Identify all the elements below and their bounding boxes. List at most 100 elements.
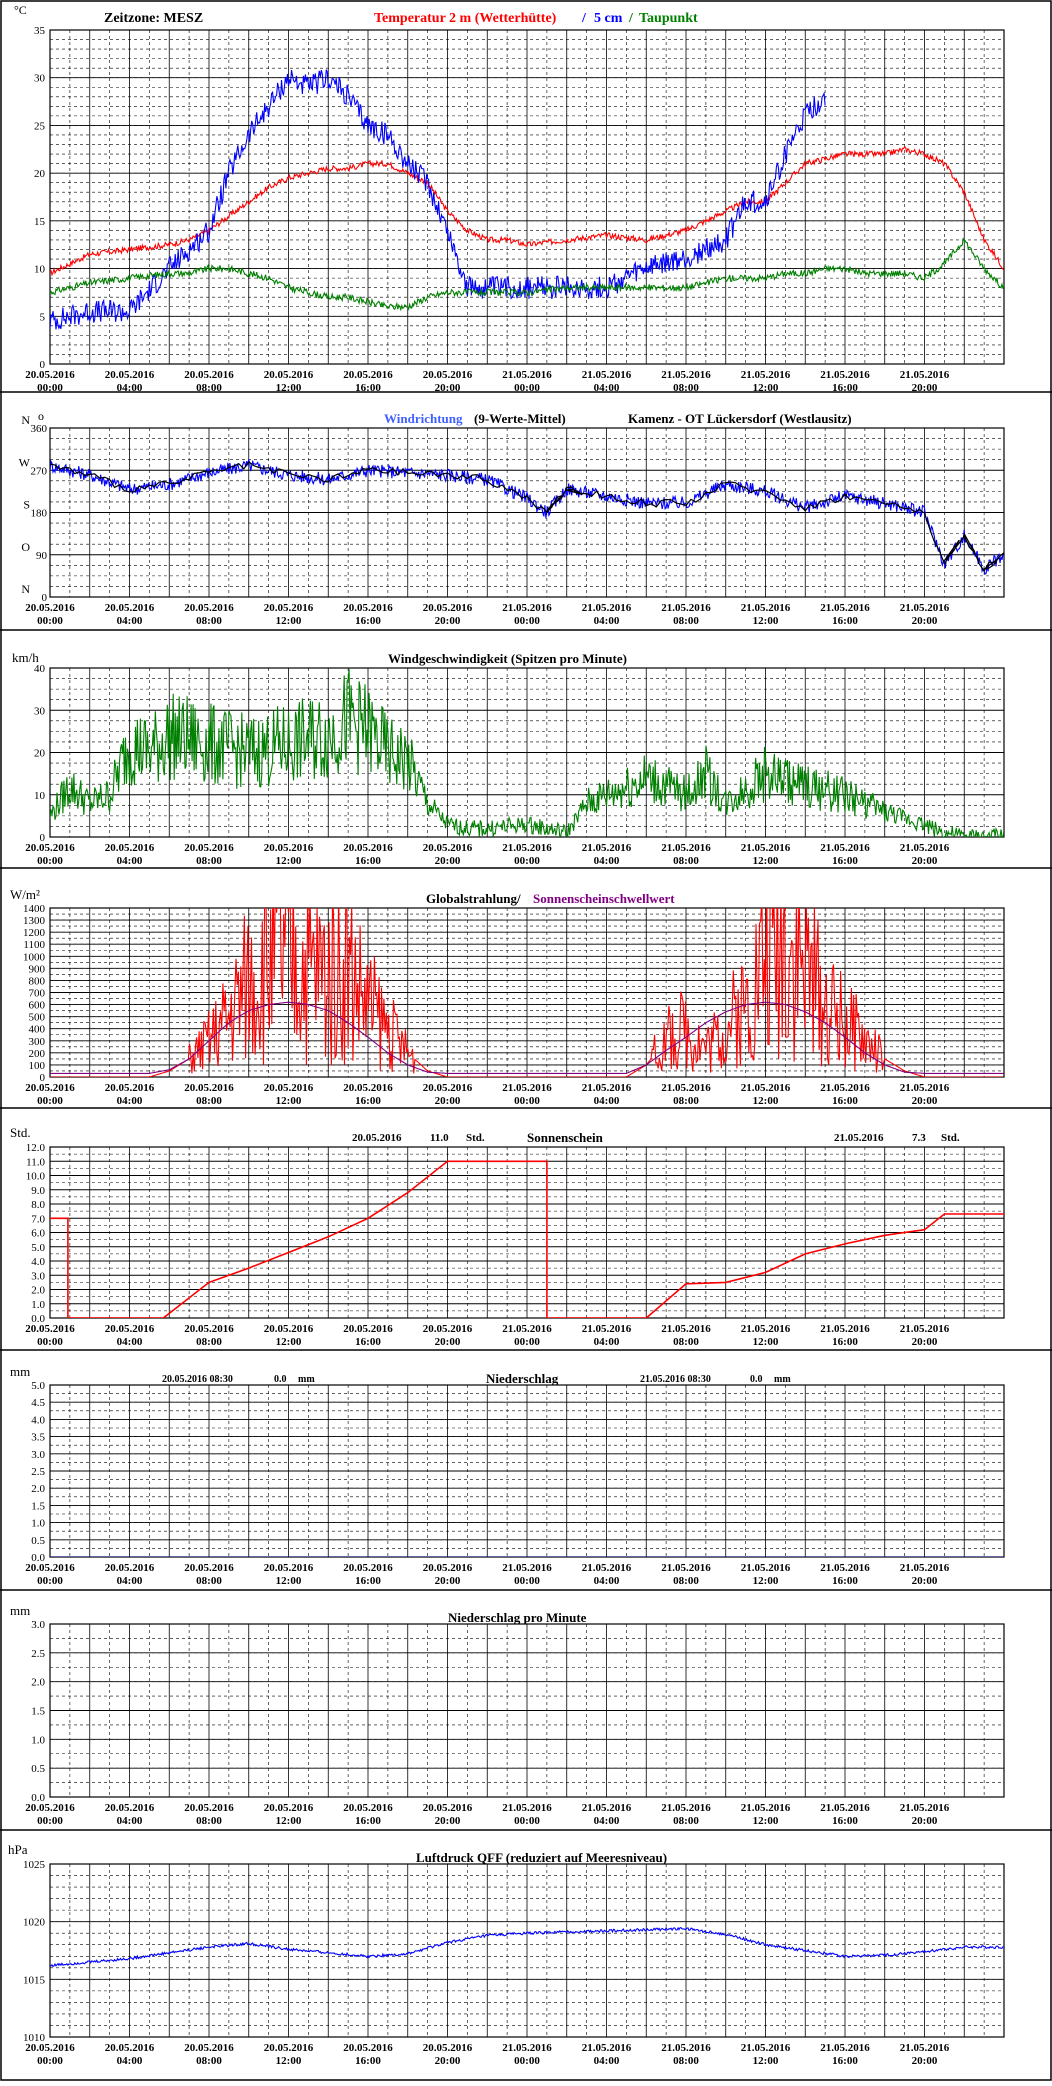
winddir-degree-label: 180 bbox=[31, 508, 48, 520]
pressure-xtick-date: 21.05.2016 bbox=[661, 2042, 711, 2054]
temp-xtick-date: 21.05.2016 bbox=[741, 369, 791, 381]
sunshine-xtick-date: 20.05.2016 bbox=[343, 1323, 393, 1335]
radiation-xtick-date: 20.05.2016 bbox=[343, 1082, 393, 1094]
rainmin-xtick-time: 12:00 bbox=[276, 1815, 302, 1827]
radiation-title-a: Globalstrahlung/ bbox=[426, 891, 521, 906]
pressure-ytick-label: 1010 bbox=[23, 2032, 46, 2044]
wind-xtick-time: 04:00 bbox=[594, 855, 620, 867]
radiation-ytick-label: 1100 bbox=[23, 939, 45, 951]
rainmin-xtick-date: 21.05.2016 bbox=[820, 1802, 870, 1814]
winddir-xtick-date: 20.05.2016 bbox=[423, 602, 473, 614]
rain-xtick-time: 04:00 bbox=[594, 1575, 620, 1587]
rainmin-frame bbox=[49, 1623, 1005, 1798]
temp-unit-label: °C bbox=[14, 3, 27, 17]
pressure-xtick-date: 21.05.2016 bbox=[741, 2042, 791, 2054]
pressure-xtick-date: 20.05.2016 bbox=[184, 2042, 234, 2054]
pressure-xtick-date: 21.05.2016 bbox=[502, 2042, 552, 2054]
rain-panel: 0.0 0.5 1.0 1.5 2.0 2.5 3.0 3.5 4.0 4.5 5.0 20.05.2… bbox=[0, 1380, 1052, 1591]
pressure-xtick-time: 12:00 bbox=[753, 2055, 779, 2067]
rain-ytick-label: 2.5 bbox=[31, 1466, 45, 1478]
radiation-xtick-time: 20:00 bbox=[912, 1095, 938, 1107]
rain-date2: 21.05.2016 08:30 bbox=[640, 1374, 711, 1385]
radiation-ytick-label: 400 bbox=[29, 1024, 46, 1036]
winddir-xtick-time: 12:00 bbox=[753, 615, 779, 627]
pressure-panel: 101010151020102520.05.201600:0020.05.201… bbox=[23, 1859, 1005, 2067]
winddir-xtick-date: 20.05.2016 bbox=[105, 602, 155, 614]
winddir-xtick-time: 20:00 bbox=[435, 615, 461, 627]
winddir-series-0 bbox=[50, 457, 1004, 575]
winddir-degree-label: 0 bbox=[42, 592, 48, 604]
temp-xtick-date: 20.05.2016 bbox=[25, 369, 75, 381]
radiation-xtick-date: 21.05.2016 bbox=[582, 1082, 632, 1094]
rainmin-xtick-time: 08:00 bbox=[673, 1815, 699, 1827]
pressure-xtick-date: 20.05.2016 bbox=[423, 2042, 473, 2054]
temp-xtick-date: 21.05.2016 bbox=[502, 369, 552, 381]
rainmin-ytick-label: 3.0 bbox=[31, 1619, 45, 1631]
pressure-xtick-time: 12:00 bbox=[276, 2055, 302, 2067]
sunshine-series-group bbox=[50, 1160, 1004, 1318]
radiation-xtick-time: 20:00 bbox=[435, 1095, 461, 1107]
wind-xtick-date: 20.05.2016 bbox=[264, 842, 314, 854]
temp-ytick-label: 15 bbox=[34, 216, 46, 228]
sunshine-xtick-time: 16:00 bbox=[832, 1336, 858, 1348]
pressure-xtick-date: 20.05.2016 bbox=[343, 2042, 393, 2054]
pressure-ytick-label: 1025 bbox=[23, 1859, 46, 1871]
rainmin-xtick-time: 16:00 bbox=[832, 1815, 858, 1827]
rainmin-xtick-time: 20:00 bbox=[435, 1815, 461, 1827]
sunshine-xtick-date: 21.05.2016 bbox=[582, 1323, 632, 1335]
radiation-series-group bbox=[50, 908, 1004, 1077]
temp-xtick-time: 16:00 bbox=[832, 382, 858, 394]
pressure-series-0 bbox=[50, 1926, 1004, 1968]
rain-ytick-label: 3.5 bbox=[31, 1432, 45, 1444]
temp-xtick-date: 20.05.2016 bbox=[264, 369, 314, 381]
rain-xtick-time: 00:00 bbox=[37, 1575, 63, 1587]
rainmin-xtick-time: 20:00 bbox=[912, 1815, 938, 1827]
wind-xtick-time: 00:00 bbox=[514, 855, 540, 867]
winddir-degree-label: 90 bbox=[36, 550, 48, 562]
sunshine-ytick-label: 6.0 bbox=[31, 1228, 45, 1240]
rain-xtick-date: 21.05.2016 bbox=[820, 1562, 870, 1574]
rain-xtick-time: 16:00 bbox=[832, 1575, 858, 1587]
winddir-compass-label: W bbox=[19, 455, 31, 469]
radiation-ytick-label: 100 bbox=[29, 1060, 46, 1072]
winddir-xtick-date: 21.05.2016 bbox=[582, 602, 632, 614]
rainmin-xtick-time: 00:00 bbox=[37, 1815, 63, 1827]
temp-xtick-date: 20.05.2016 bbox=[343, 369, 393, 381]
rainmin-xtick-date: 20.05.2016 bbox=[25, 1802, 75, 1814]
wind-xtick-date: 21.05.2016 bbox=[661, 842, 711, 854]
radiation-xtick-time: 12:00 bbox=[753, 1095, 779, 1107]
sunshine-frame bbox=[49, 1146, 1005, 1319]
rain-xtick-date: 21.05.2016 bbox=[582, 1562, 632, 1574]
winddir-xtick-date: 20.05.2016 bbox=[184, 602, 234, 614]
rainmin-xtick-date: 20.05.2016 bbox=[184, 1802, 234, 1814]
wind-frame bbox=[49, 667, 1005, 838]
wind-panel: 01020304020.05.201600:0020.05.201604:002… bbox=[0, 663, 1052, 869]
rainmin-xtick-time: 04:00 bbox=[594, 1815, 620, 1827]
temp-xtick-time: 20:00 bbox=[435, 382, 461, 394]
rain-xtick-date: 20.05.2016 bbox=[105, 1562, 155, 1574]
radiation-series-0 bbox=[50, 908, 1003, 1077]
temp-series-group bbox=[50, 69, 1004, 330]
rain-title: Niederschlag bbox=[486, 1371, 559, 1386]
wind-xtick-time: 08:00 bbox=[196, 855, 222, 867]
rain-xtick-time: 12:00 bbox=[753, 1575, 779, 1587]
winddir-series-group bbox=[50, 457, 1004, 575]
rainmin-xtick-time: 00:00 bbox=[514, 1815, 540, 1827]
pressure-xtick-date: 20.05.2016 bbox=[25, 2042, 75, 2054]
wind-xtick-date: 21.05.2016 bbox=[820, 842, 870, 854]
temp-ytick-label: 0 bbox=[40, 359, 46, 371]
sunshine-ytick-label: 4.0 bbox=[31, 1256, 45, 1268]
rain-xtick-time: 20:00 bbox=[912, 1575, 938, 1587]
rainmin-ytick-label: 2.5 bbox=[31, 1648, 45, 1660]
temp-frame bbox=[49, 29, 1005, 365]
pressure-xtick-date: 21.05.2016 bbox=[820, 2042, 870, 2054]
temp-title-5cm: 5 cm bbox=[594, 11, 623, 26]
radiation-ytick-label: 1000 bbox=[23, 951, 46, 963]
sunshine-ytick-label: 2.0 bbox=[31, 1285, 45, 1297]
pressure-xtick-date: 20.05.2016 bbox=[105, 2042, 155, 2054]
winddir-compass-label: N bbox=[21, 413, 30, 427]
sunshine-date1: 20.05.2016 bbox=[352, 1132, 402, 1144]
sunshine-xtick-date: 21.05.2016 bbox=[502, 1323, 552, 1335]
